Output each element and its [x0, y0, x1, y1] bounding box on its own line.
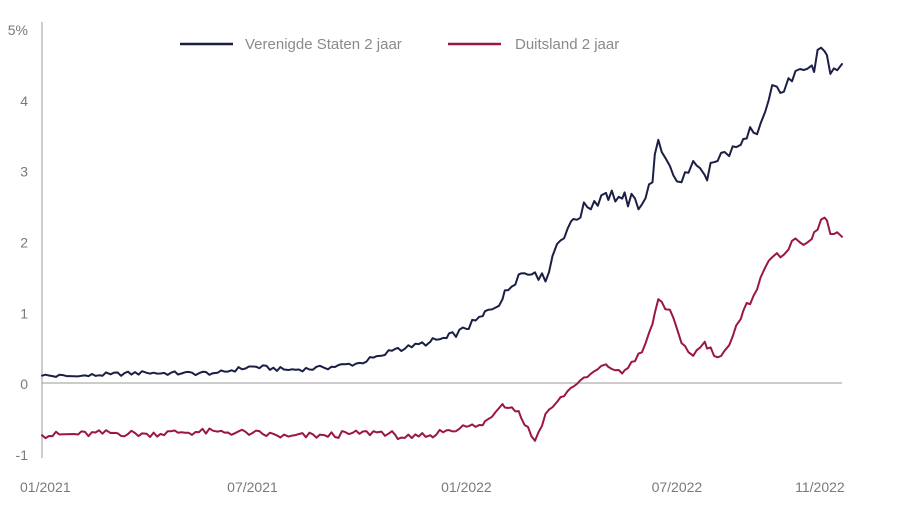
y-tick-label: 4: [20, 93, 28, 109]
y-tick-label: 5%: [8, 22, 28, 38]
y-axis: -1 0 1 2 3 4 5%: [8, 22, 43, 463]
series-line-0: [41, 46, 843, 378]
x-axis: 01/2021 07/2021 01/2022 07/2022 11/2022: [20, 382, 845, 495]
y-tick-label: 1: [20, 305, 28, 321]
x-tick-label: 11/2022: [795, 479, 845, 495]
x-tick-label: 07/2022: [652, 479, 703, 495]
legend-label: Duitsland 2 jaar: [515, 36, 619, 53]
y-tick-label: 3: [20, 164, 28, 180]
legend-label: Verenigde Staten 2 jaar: [245, 36, 402, 53]
x-tick-label: 01/2021: [20, 479, 71, 495]
y-tick-label: 0: [20, 376, 28, 392]
x-tick-label: 07/2021: [227, 479, 278, 495]
series-layer: [41, 46, 843, 442]
y-tick-label: 2: [20, 235, 28, 251]
series-line-1: [41, 216, 843, 442]
legend: Verenigde Staten 2 jaar Duitsland 2 jaar: [180, 36, 619, 53]
y-tick-label: -1: [16, 447, 29, 463]
x-tick-label: 01/2022: [441, 479, 492, 495]
